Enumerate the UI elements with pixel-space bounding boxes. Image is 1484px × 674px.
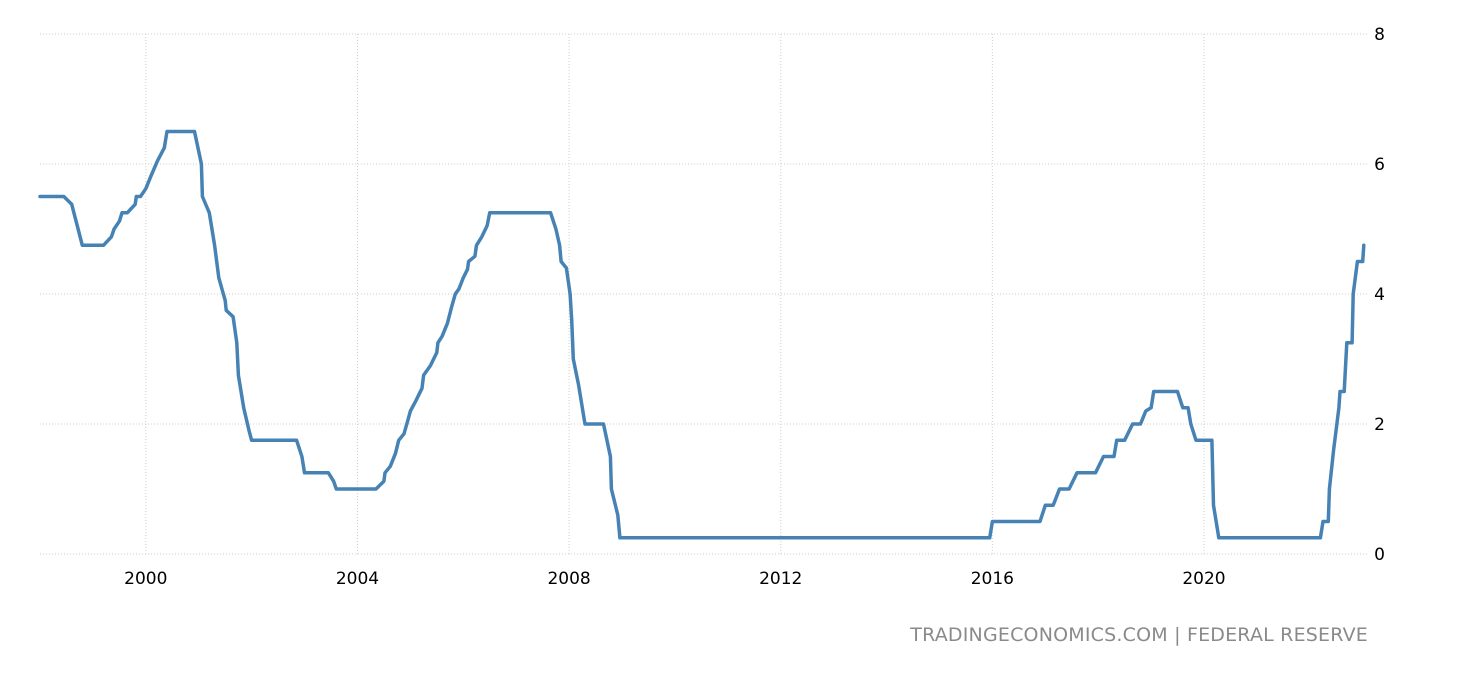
- y-tick-label: 2: [1374, 415, 1385, 435]
- y-axis-ticks: 0 2 4 6 8: [1374, 25, 1385, 565]
- x-tick-label: 2016: [971, 569, 1014, 589]
- x-tick-label: 2000: [124, 569, 167, 589]
- x-tick-label: 2012: [759, 569, 802, 589]
- y-tick-label: 6: [1374, 155, 1385, 175]
- x-axis-ticks: 2000 2004 2008 2012 2016 2020: [124, 569, 1225, 589]
- source-attribution: TRADINGECONOMICS.COM | FEDERAL RESERVE: [910, 624, 1368, 646]
- x-tick-label: 2004: [336, 569, 379, 589]
- gridlines: [40, 33, 1368, 555]
- y-tick-label: 8: [1374, 25, 1385, 45]
- x-tick-label: 2008: [547, 569, 590, 589]
- y-tick-label: 4: [1374, 285, 1385, 305]
- y-tick-label: 0: [1374, 545, 1385, 565]
- series-layer: [38, 129, 1366, 540]
- series-line-0: [38, 129, 1366, 540]
- x-tick-label: 2020: [1182, 569, 1225, 589]
